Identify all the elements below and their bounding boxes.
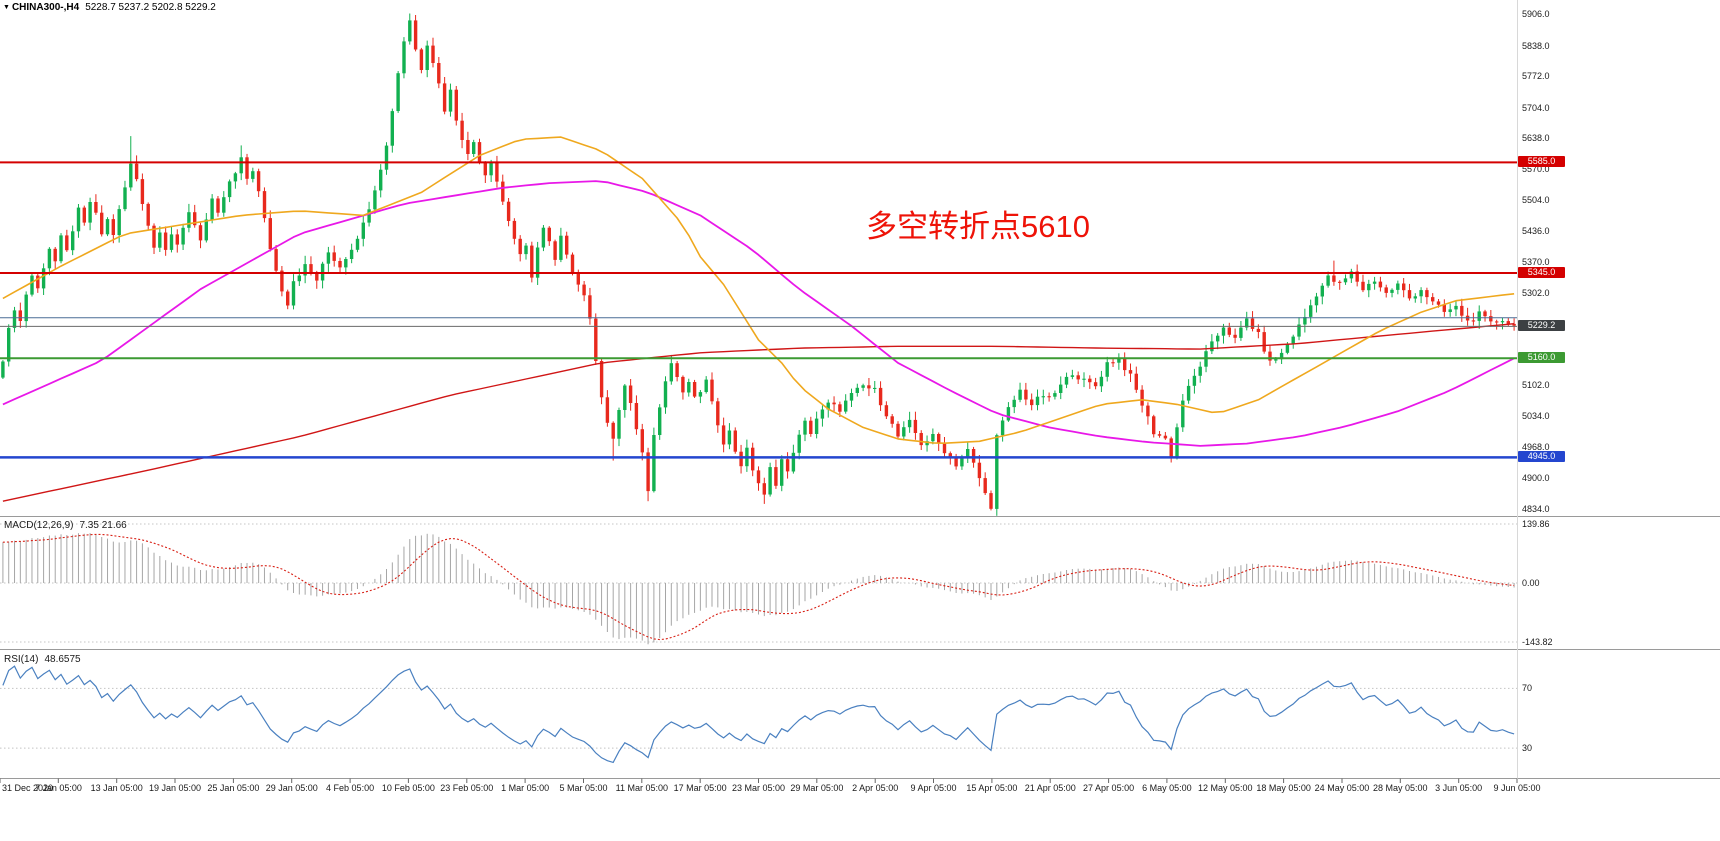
rsi-label: RSI(14) 48.6575 xyxy=(4,654,81,665)
annotation-text[interactable]: 多空转折点5610 xyxy=(866,209,1090,244)
ma-mid-magenta xyxy=(2,180,1515,447)
panel-separators xyxy=(0,0,1720,783)
macd-values: 7.35 21.66 xyxy=(79,520,127,531)
horizontal-lines[interactable] xyxy=(0,161,1517,459)
macd-label: MACD(12,26,9) 7.35 21.66 xyxy=(4,520,127,531)
symbol-ohlc: 5228.7 5237.2 5202.8 5229.2 xyxy=(85,2,216,13)
macd-name: MACD(12,26,9) xyxy=(4,520,74,531)
macd-panel xyxy=(0,523,1517,645)
candles-series xyxy=(1,13,1516,516)
ma-slow-red xyxy=(2,323,1515,502)
rsi-values: 48.6575 xyxy=(44,654,81,665)
symbol-info-bar: ▼ CHINA300-,H4 5228.7 5237.2 5202.8 5229.2 xyxy=(3,2,216,13)
symbol-title: CHINA300-,H4 xyxy=(11,2,80,13)
macd-signal-line xyxy=(2,533,1515,641)
rsi-name: RSI(14) xyxy=(4,654,39,665)
rsi-panel xyxy=(0,665,1517,764)
rsi-line xyxy=(2,665,1515,764)
symbol-collapse-icon[interactable]: ▼ xyxy=(3,4,10,11)
ma-fast-orange xyxy=(2,136,1515,444)
